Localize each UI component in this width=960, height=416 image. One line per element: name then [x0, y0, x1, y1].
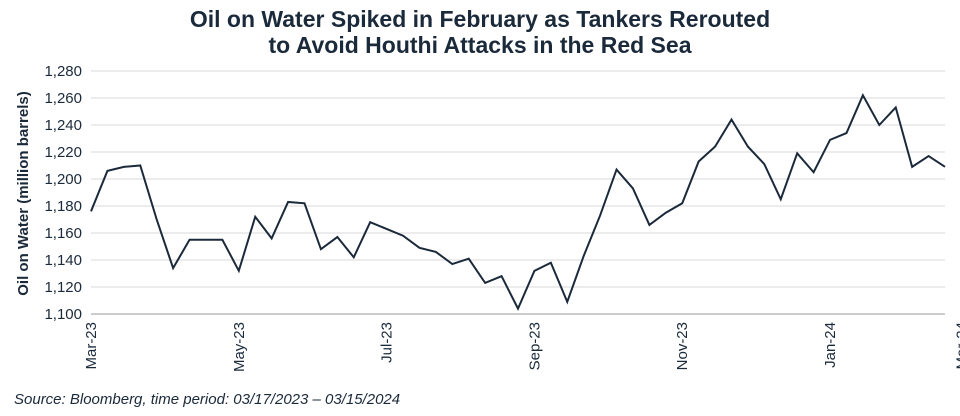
x-tick-label: May-23 [231, 322, 248, 372]
y-axis-title: Oil on Water (million barrels) [15, 91, 32, 295]
y-tick-label: 1,180 [44, 198, 82, 215]
x-tick-label: Mar-23 [83, 322, 100, 370]
chart-title-line-2: to Avoid Houthi Attacks in the Red Sea [268, 32, 692, 58]
x-tick-label: Nov-23 [674, 322, 691, 370]
y-tick-label: 1,220 [44, 144, 82, 161]
x-tick-label: Jan-24 [822, 322, 839, 368]
x-tick-label: Jul-23 [379, 322, 396, 363]
y-tick-label: 1,160 [44, 225, 82, 242]
y-tick-label: 1,120 [44, 279, 82, 296]
chart-title-line-1: Oil on Water Spiked in February as Tanke… [189, 6, 771, 32]
y-tick-label: 1,200 [44, 171, 82, 188]
y-tick-label: 1,240 [44, 117, 82, 134]
source-note: Source: Bloomberg, time period: 03/17/20… [14, 391, 401, 408]
y-tick-label: 1,140 [44, 252, 82, 269]
y-tick-label: 1,260 [44, 90, 82, 107]
chart-title: Oil on Water Spiked in February as Tanke… [0, 6, 960, 58]
y-tick-label: 1,100 [44, 306, 82, 323]
x-tick-label: Mar-24 [953, 322, 960, 370]
y-tick-label: 1,280 [44, 63, 82, 80]
series-line-oil-on-water [90, 93, 946, 311]
x-tick-label: Sep-23 [526, 322, 543, 370]
